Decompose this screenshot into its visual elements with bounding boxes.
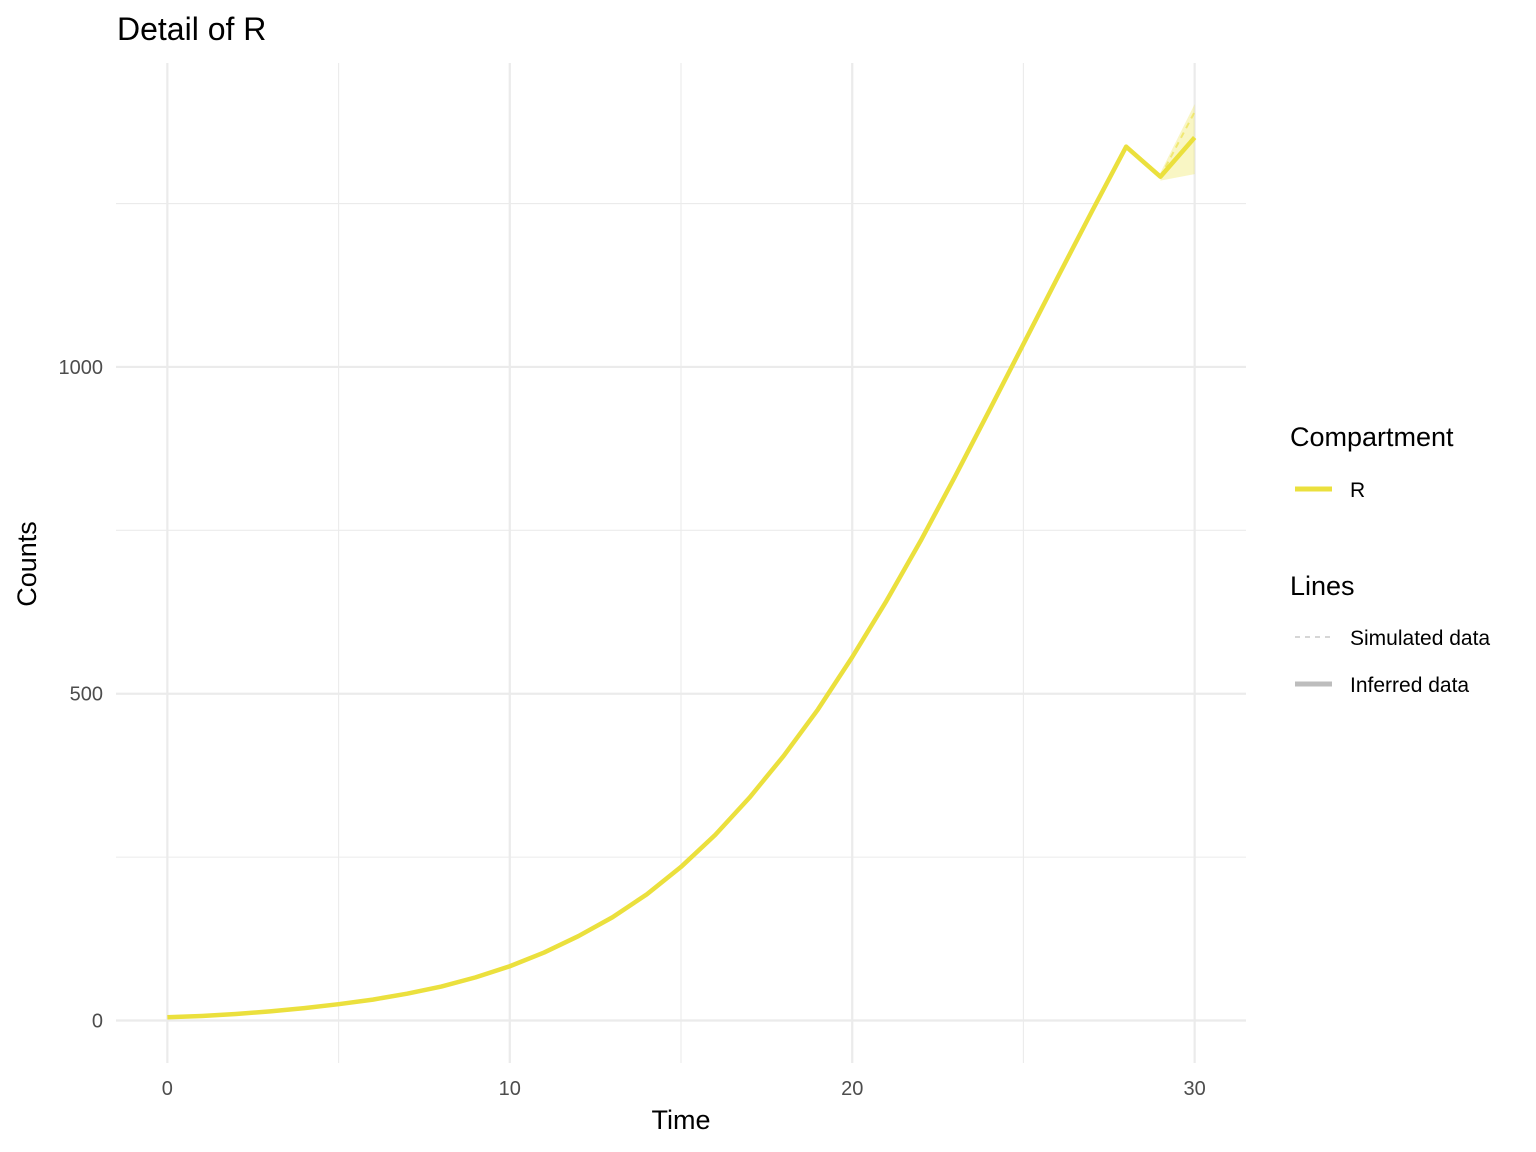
x-axis-title: Time [652,1105,711,1135]
y-tick-label: 500 [70,684,103,706]
grid-layer [116,63,1246,1063]
x-tick-label: 30 [1184,1078,1206,1100]
chart-title: Detail of R [117,11,266,47]
legend: Compartment R Lines Simulated data Infer… [1290,422,1490,697]
series-line-inferred [167,136,1197,1020]
y-tick-label: 0 [92,1011,103,1033]
legend-label-inferred: Inferred data [1350,674,1469,697]
x-tick-label: 0 [162,1078,173,1100]
y-tick-label: 1000 [59,357,104,379]
legend-title-lines: Lines [1290,571,1355,601]
tick-labels: 0 10 20 30 0 500 1000 [59,357,1206,1100]
legend-label-simulated: Simulated data [1350,627,1490,650]
series-layer [167,111,1197,1020]
y-axis-title: Counts [12,521,42,607]
legend-label-r: R [1350,479,1365,502]
x-tick-label: 10 [499,1078,521,1100]
legend-title-compartment: Compartment [1290,422,1454,452]
series-line-simulated [1159,111,1196,178]
x-tick-label: 20 [841,1078,863,1100]
